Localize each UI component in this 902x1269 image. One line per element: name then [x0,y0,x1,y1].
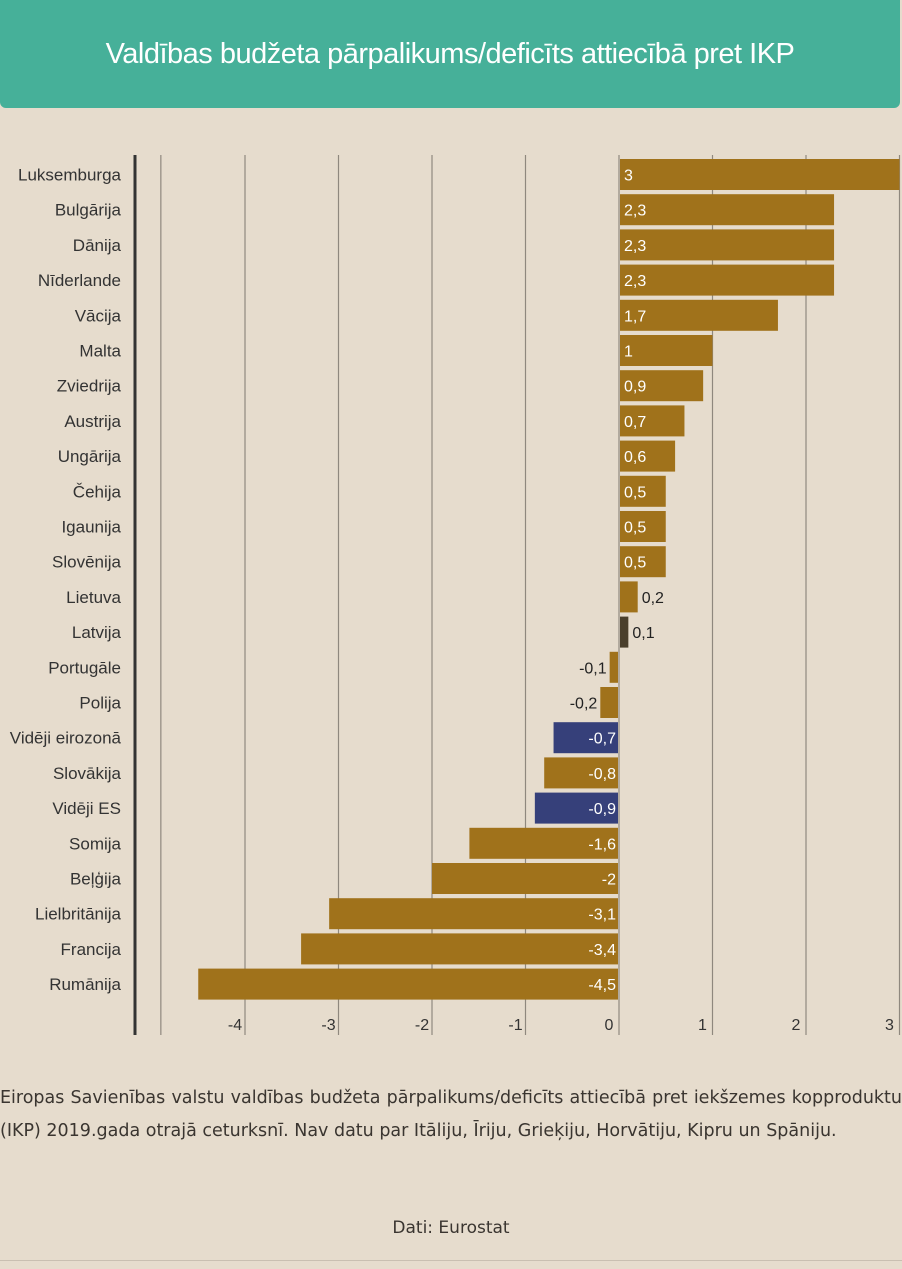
category-label: Čehija [73,482,122,501]
x-tick-label: 1 [698,1017,707,1034]
value-label: 1 [624,344,633,361]
x-tick-label: -3 [321,1017,335,1034]
category-label: Vācija [75,306,122,325]
value-label: -0,7 [588,731,616,748]
category-label: Lietuva [66,588,121,607]
bar-chart: -4 -3 -2 -1 0 1 2 3 Luksemburga 3 Bulgārija 2,3 Dāni… [10,155,901,1035]
chart-caption: Eiropas Savienības valstu valdības budže… [0,1088,902,1141]
value-label: -1,6 [588,836,616,853]
value-label: 0,6 [624,449,646,466]
chart-title: Valdības budžeta pārpalikums/deficīts at… [105,37,795,70]
category-label: Vidēji eirozonā [10,729,122,748]
bar [620,405,685,437]
category-label: Francija [61,940,122,959]
value-label: -3,4 [588,942,616,959]
bar [620,440,676,472]
bar [600,687,618,718]
category-label: Bulgārija [55,201,122,220]
value-label: 0,5 [624,520,646,537]
category-label: Portugāle [48,658,121,677]
value-label: 1,7 [624,308,646,325]
category-label: Slovēnija [52,553,122,572]
value-label: 3 [624,168,633,185]
value-label: -4,5 [588,977,616,994]
bottom-divider [0,1260,902,1261]
bar [620,229,835,261]
value-label: 0,1 [632,625,654,642]
value-label: 0,5 [624,555,646,572]
value-label: -0,9 [588,801,616,818]
bar [620,616,629,648]
bar [544,757,618,789]
value-label: 0,2 [642,590,664,607]
x-tick-label: -2 [415,1017,429,1034]
bar [432,863,618,894]
bar [620,511,666,542]
category-label: Latvija [72,623,122,642]
category-label: Somija [69,834,122,853]
value-label: 2,3 [624,203,646,220]
bar [620,335,713,366]
category-label: Ungārija [58,447,122,466]
bar [620,546,666,578]
x-tick-label: 0 [605,1017,614,1034]
x-tick-label: -4 [228,1017,242,1034]
value-label: 2,3 [624,238,646,255]
category-label: Polija [79,694,121,713]
value-label: 0,5 [624,484,646,501]
chart-header: Valdības budžeta pārpalikums/deficīts at… [0,0,900,108]
category-label: Malta [79,342,121,361]
bar [553,722,618,754]
bar [620,581,638,613]
x-tick-label: -1 [508,1017,522,1034]
category-label: Vidēji ES [52,799,121,818]
bar [469,827,618,859]
category-label: Zviedrija [57,377,122,396]
bar [301,933,618,965]
bar [620,264,835,296]
x-tick-label: 2 [792,1017,801,1034]
category-label: Nīderlande [38,271,121,290]
bar [620,159,900,190]
category-label: Luksemburga [18,166,122,185]
category-label: Rumānija [49,975,121,994]
category-label: Slovākija [53,764,122,783]
value-label: 2,3 [624,273,646,290]
value-label: -3,1 [588,907,616,924]
x-tick-label: 3 [885,1017,894,1034]
value-label: 0,9 [624,379,646,396]
value-label: -0,2 [570,696,598,713]
value-label: -0,8 [588,766,616,783]
category-label: Igaunija [61,518,121,537]
category-label: Dānija [73,236,122,255]
value-label: -2 [602,872,616,889]
category-label: Lielbritānija [35,905,122,924]
bar [329,898,618,930]
bar [620,475,666,507]
bar [198,968,618,1000]
category-label: Beļģija [70,870,122,889]
bar [534,792,618,824]
value-label: 0,7 [624,414,646,431]
bar [620,299,778,331]
bar [620,194,835,226]
value-label: -0,1 [579,660,607,677]
bar [620,370,704,402]
data-source: Dati: Eurostat [392,1218,510,1238]
category-label: Austrija [64,412,121,431]
bar [609,651,618,683]
